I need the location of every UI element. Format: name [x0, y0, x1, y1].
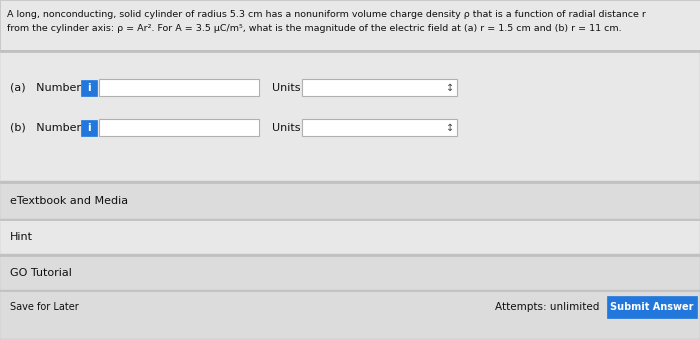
FancyBboxPatch shape [99, 119, 259, 136]
Text: Units: Units [272, 83, 300, 93]
Text: (b)   Number: (b) Number [10, 123, 81, 133]
Text: GO Tutorial: GO Tutorial [10, 267, 72, 278]
FancyBboxPatch shape [81, 80, 97, 96]
Text: i: i [88, 83, 91, 93]
FancyBboxPatch shape [0, 181, 700, 182]
FancyBboxPatch shape [0, 254, 700, 256]
Text: ↕: ↕ [446, 83, 454, 93]
Text: A long, nonconducting, solid cylinder of radius 5.3 cm has a nonuniform volume c: A long, nonconducting, solid cylinder of… [7, 10, 646, 19]
FancyBboxPatch shape [0, 0, 700, 50]
FancyBboxPatch shape [0, 291, 700, 339]
Text: Attempts: unlimited: Attempts: unlimited [495, 302, 599, 312]
FancyBboxPatch shape [0, 219, 700, 220]
FancyBboxPatch shape [607, 296, 697, 318]
FancyBboxPatch shape [0, 182, 700, 219]
Text: (a)   Number: (a) Number [10, 83, 81, 93]
FancyBboxPatch shape [302, 79, 457, 96]
FancyBboxPatch shape [0, 256, 700, 290]
Text: Submit Answer: Submit Answer [610, 302, 694, 312]
FancyBboxPatch shape [99, 79, 259, 96]
FancyBboxPatch shape [302, 119, 457, 136]
Text: Units: Units [272, 123, 300, 133]
FancyBboxPatch shape [0, 290, 700, 291]
FancyBboxPatch shape [81, 120, 97, 136]
Text: eTextbook and Media: eTextbook and Media [10, 196, 128, 205]
Text: Save for Later: Save for Later [10, 302, 78, 312]
FancyBboxPatch shape [0, 50, 700, 52]
Text: ↕: ↕ [446, 123, 454, 133]
Text: Hint: Hint [10, 232, 33, 242]
Text: i: i [88, 123, 91, 133]
FancyBboxPatch shape [0, 220, 700, 254]
FancyBboxPatch shape [0, 51, 700, 181]
Text: from the cylinder axis: ρ = Ar². For A = 3.5 μC/m⁵, what is the magnitude of the: from the cylinder axis: ρ = Ar². For A =… [7, 24, 622, 33]
